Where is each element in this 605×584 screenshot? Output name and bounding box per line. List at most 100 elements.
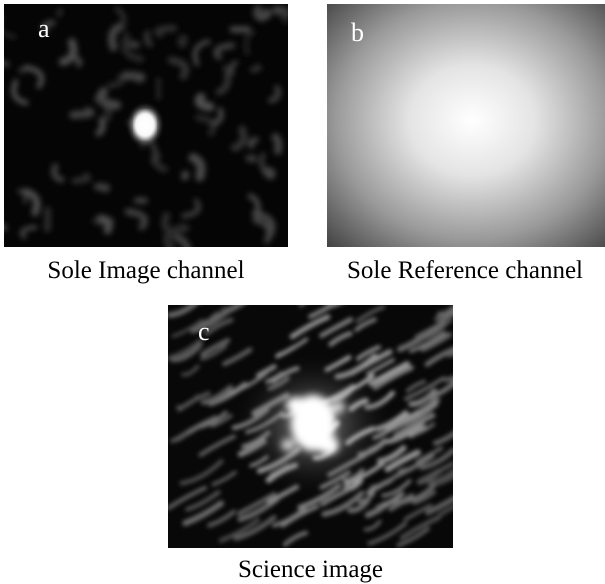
fringe-streak: [408, 425, 428, 439]
speckle-arc: [154, 24, 178, 38]
fringe-streak: [204, 317, 234, 336]
panel-c-image: c: [168, 305, 453, 548]
speckle-arc: [95, 116, 106, 137]
fringe-streak: [425, 496, 453, 516]
fringe-streak: [435, 474, 453, 487]
fringe-streak: [168, 305, 198, 318]
fringe-streak: [177, 391, 211, 412]
speckle-arc: [69, 107, 95, 119]
speckle-arc: [124, 208, 148, 231]
fringe-streak: [392, 412, 436, 439]
fringe-streak: [308, 305, 337, 319]
speckle-arc: [4, 30, 17, 40]
speckle-arc: [249, 64, 262, 73]
speckle-arc: [180, 170, 190, 181]
speckle-arc: [127, 41, 140, 49]
speckle-arc: [174, 235, 191, 247]
speckle-arc: [229, 60, 239, 76]
speckle-arc: [245, 154, 258, 163]
speckle-arc: [271, 133, 283, 155]
fringe-streak: [419, 472, 438, 485]
speckle-arc: [267, 85, 282, 104]
fringe-streak: [384, 449, 421, 473]
speckle-arc: [114, 6, 127, 32]
fringe-streak: [355, 305, 386, 324]
speckle-arc: [21, 188, 41, 217]
fringe-streak: [233, 515, 277, 541]
fringe-streak: [179, 459, 224, 486]
speckle-arc: [11, 79, 29, 106]
fringe-streak: [200, 338, 231, 357]
fringe-streak: [404, 376, 445, 401]
fringe-streak: [182, 500, 225, 527]
fringe-streak: [171, 318, 204, 338]
speckle-arc: [247, 193, 261, 220]
fringe-streak: [170, 431, 189, 444]
fringe-streak: [328, 331, 353, 347]
fringe-streak: [200, 384, 234, 406]
speckle-arc: [259, 152, 276, 177]
panel-b-gradient-image: [327, 4, 605, 247]
panel-b-letter: b: [351, 18, 364, 47]
fringe-streak: [396, 526, 430, 547]
fringe-streak: [319, 317, 354, 339]
fringe-streak: [207, 509, 236, 528]
fringe-streak: [381, 479, 412, 498]
speckle-arc: [121, 32, 145, 63]
fringe-streak: [394, 401, 439, 429]
fringe-streak: [443, 375, 453, 383]
fringe-streak: [200, 344, 228, 361]
fringe-streak: [355, 345, 381, 361]
fringe-streak: [222, 347, 253, 367]
fringe-streak: [424, 346, 453, 367]
panel-a-image: a: [4, 4, 288, 247]
fringe-streak: [432, 431, 453, 446]
caption-sole-image-channel: Sole Image channel: [47, 257, 245, 284]
fringe-streak: [189, 311, 220, 332]
fringe-streak: [413, 422, 436, 436]
panel-a-speckle-image: [4, 4, 288, 247]
fringe-streak: [403, 503, 433, 522]
fringe-streak: [282, 530, 309, 547]
fringe-streak: [276, 337, 309, 357]
caption-sole-reference-channel: Sole Reference channel: [347, 257, 583, 284]
speckle-arc: [247, 136, 259, 149]
speckle-arc: [41, 19, 56, 34]
speckle-arc: [143, 30, 154, 48]
speckle-arc: [133, 197, 148, 204]
speckle-arc: [56, 8, 64, 18]
speckle-arc: [194, 92, 215, 112]
speckle-arc: [72, 55, 83, 68]
fringe-streak: [437, 505, 453, 518]
fringe-streak: [354, 317, 377, 332]
speckle-arc: [177, 34, 188, 48]
fringe-streak: [181, 364, 200, 377]
speckle-arc: [71, 172, 92, 184]
speckle-arc: [23, 64, 45, 89]
speckle-arc: [167, 56, 190, 81]
fringe-streak: [381, 493, 402, 508]
speckle-arc: [108, 22, 126, 52]
speckle-arc: [243, 29, 256, 56]
speckle-arc: [20, 225, 38, 239]
fringe-streak: [218, 517, 261, 543]
panel-a-letter: a: [38, 14, 50, 43]
fringe-streak: [367, 521, 408, 546]
speckle-arc: [121, 71, 146, 83]
speckle-arc: [230, 125, 248, 152]
speckle-arc: [97, 214, 113, 235]
fringe-streak: [405, 379, 427, 393]
panel-c-letter: c: [198, 317, 210, 346]
caption-science-image: Science image: [237, 556, 384, 583]
speckle-arc: [213, 42, 236, 61]
panel-c-science-image: [168, 305, 453, 548]
fringe-streak: [419, 447, 453, 471]
fringe-streak: [168, 338, 204, 362]
fringe-streak: [289, 314, 331, 340]
fringe-streak: [168, 485, 208, 511]
fringe-streak: [426, 468, 453, 486]
speckle-arc: [257, 8, 272, 21]
fringe-streak: [445, 350, 453, 358]
fringe-streak: [419, 380, 453, 403]
fringe-streak: [198, 410, 228, 429]
